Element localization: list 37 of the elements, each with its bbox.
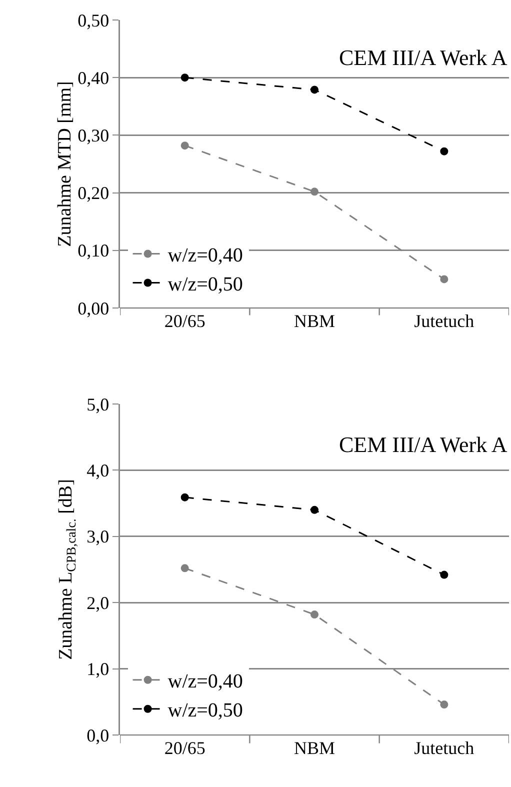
y-tick-label: 0,30 (78, 126, 110, 146)
point (310, 86, 318, 94)
annotation: CEM III/A Werk A (339, 45, 508, 70)
point (440, 570, 448, 579)
y-axis-title: Zunahme MTD [mm] (54, 81, 76, 247)
point (180, 493, 189, 502)
y-tick-label: 0,40 (78, 68, 110, 88)
legend-label: w/z=0,50 (168, 700, 243, 722)
legend-label: w/z=0,40 (168, 670, 243, 693)
point (180, 142, 189, 150)
annotation: CEM III/A Werk A (339, 432, 508, 457)
y-tick-label: 0,50 (78, 10, 110, 30)
legend-label: w/z=0,40 (168, 244, 243, 267)
y-tick-label: 2,0 (86, 592, 110, 613)
y-tick-label: 5,0 (86, 394, 110, 414)
point (440, 700, 448, 709)
x-tick-label: NBM (294, 311, 336, 331)
x-tick-label: 20/65 (164, 311, 206, 331)
legend-label: w/z=0,50 (168, 274, 243, 296)
y-tick-label: 1,0 (86, 659, 110, 680)
x-tick-label: NBM (294, 738, 336, 758)
y-tick-label: 0,00 (78, 298, 110, 318)
point (180, 564, 189, 572)
y-tick-label: 3,0 (86, 526, 110, 547)
point (440, 147, 448, 156)
point (440, 275, 448, 284)
x-tick-label: Jutetuch (414, 311, 474, 331)
x-tick-label: Jutetuch (414, 738, 474, 758)
point (310, 610, 318, 619)
point (180, 74, 189, 82)
point (310, 506, 318, 514)
x-tick-label: 20/65 (164, 738, 206, 758)
y-tick-label: 0,20 (78, 183, 110, 204)
point (310, 188, 318, 196)
y-tick-label: 4,0 (86, 460, 110, 480)
y-tick-label: 0,10 (78, 240, 110, 261)
y-tick-label: 0,0 (86, 725, 110, 746)
